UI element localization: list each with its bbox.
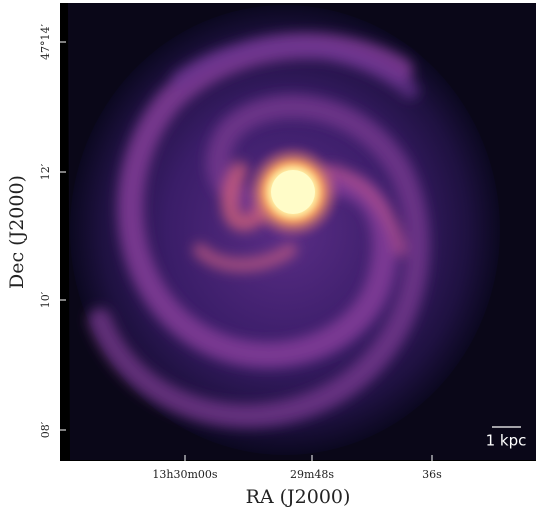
x-axis-label: RA (J2000) — [246, 486, 351, 508]
y-tick-label: 47°14′ — [39, 24, 52, 60]
y-tick-label: 10′ — [39, 291, 52, 308]
galaxy-image — [68, 3, 536, 460]
tick-marks — [60, 41, 433, 461]
y-tick-label: 08′ — [39, 421, 52, 438]
y-axis-label: Dec (J2000) — [6, 175, 28, 289]
x-tick-label: 36s — [422, 468, 442, 481]
x-tick-label: 29m48s — [290, 468, 334, 481]
x-tick-label: 13h30m00s — [152, 468, 218, 481]
scale-bar-label: 1 kpc — [486, 432, 527, 450]
y-tick-label: 12′ — [39, 163, 52, 180]
